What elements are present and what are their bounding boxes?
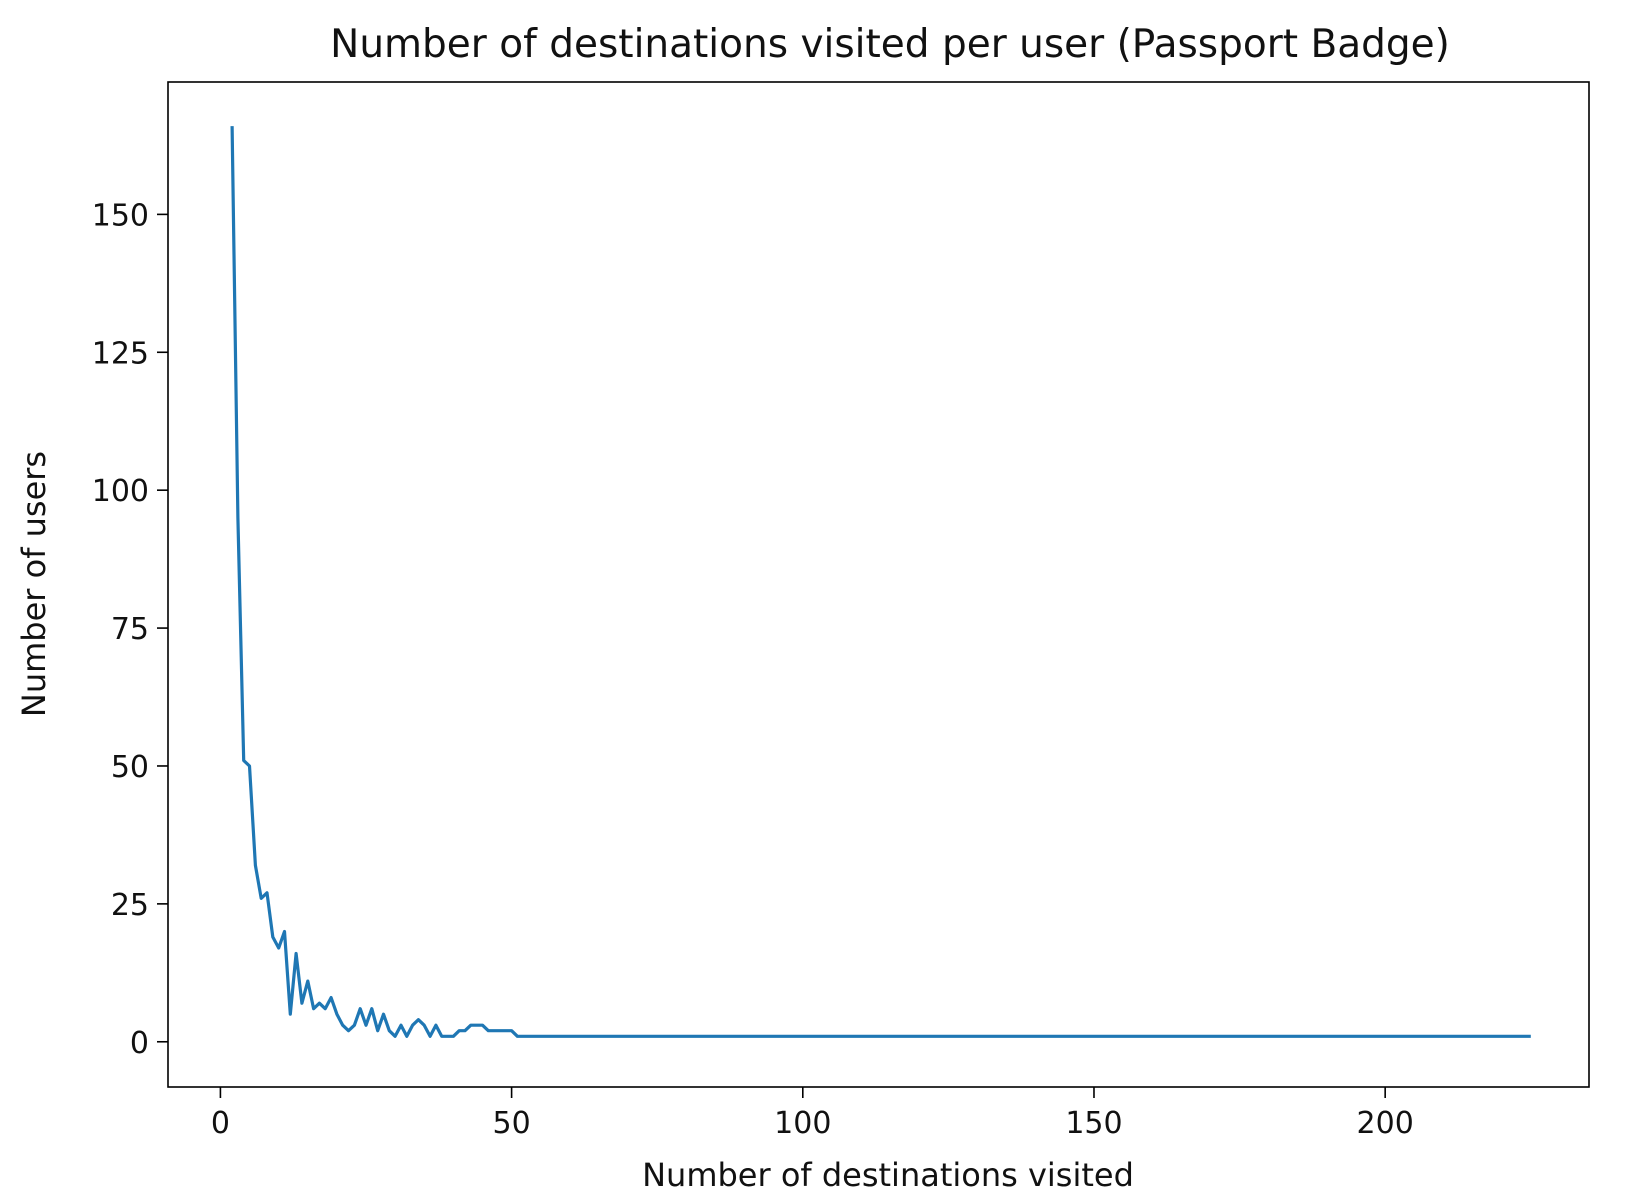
y-tick-label: 150: [92, 198, 149, 233]
y-tick-label: 50: [111, 750, 149, 785]
y-axis-ticks: 0 25 50 75 100 125 150: [92, 198, 168, 1061]
y-tick-label: 125: [92, 336, 149, 371]
y-tick-label: 0: [130, 1026, 149, 1061]
plot-frame: [167, 81, 1590, 1088]
x-tick-label: 50: [493, 1106, 531, 1141]
x-tick-label: 200: [1357, 1106, 1414, 1141]
x-tick-label: 0: [211, 1106, 230, 1141]
y-axis-label: Number of users: [15, 451, 53, 717]
y-tick-label: 25: [111, 888, 149, 923]
y-tick-label: 75: [111, 612, 149, 647]
chart-title: Number of destinations visited per user …: [330, 22, 1450, 67]
x-tick-label: 150: [1065, 1106, 1122, 1141]
series-line: [230, 126, 1531, 1038]
x-axis-ticks: 0 50 100 150 200: [211, 1087, 1414, 1141]
x-axis-label: Number of destinations visited: [642, 1156, 1134, 1194]
y-tick-label: 100: [92, 474, 149, 509]
x-tick-label: 100: [774, 1106, 831, 1141]
